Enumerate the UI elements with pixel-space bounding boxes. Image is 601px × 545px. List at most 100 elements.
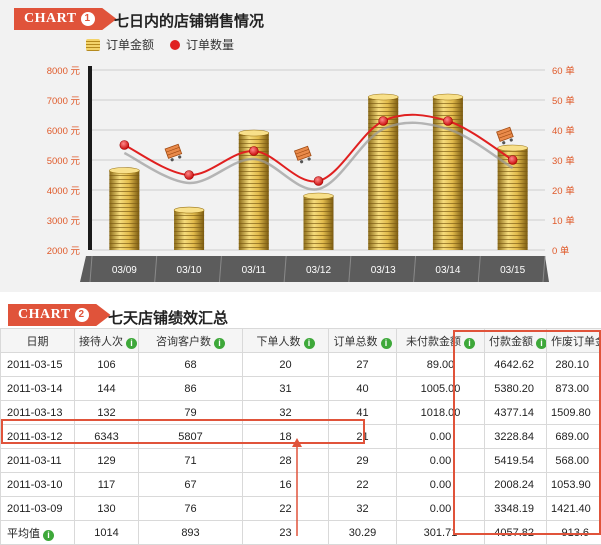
table-cell: 132 [75,401,139,425]
table-cell: 1053.90 [547,473,601,497]
performance-table: 日期接待人次i咨询客户数i下单人数i订单总数i未付款金额i付款金额i作废订单金额… [0,328,601,545]
performance-table-wrap: 日期接待人次i咨询客户数i下单人数i订单总数i未付款金额i付款金额i作废订单金额… [0,328,601,545]
info-icon[interactable]: i [304,338,315,349]
table-cell: 5807 [139,425,243,449]
cart-icon [295,146,313,164]
count-point [185,171,194,180]
table-cell: 6343 [75,425,139,449]
table-cell: 0.00 [397,473,485,497]
bar-coin-top [433,94,463,100]
table-cell: 16 [243,473,329,497]
y-left-tick-label: 2000 元 [47,246,81,257]
table-cell: 68 [139,353,243,377]
info-icon[interactable]: i [381,338,392,349]
table-cell: 130 [75,497,139,521]
x-tick-label: 03/11 [242,265,267,276]
table-cell: 913.6 [547,521,601,545]
y-left-axis [88,66,92,250]
table-cell: 3348.19 [485,497,547,521]
x-tick-label: 03/09 [112,265,137,276]
table-cell: 0.00 [397,449,485,473]
table-cell: 2011-03-09 [1,497,75,521]
column-header-label: 咨询客户数 [156,336,211,348]
column-header: 日期 [1,329,75,353]
table-cell: 23 [243,521,329,545]
cart-wheel [502,141,506,145]
table-header-row: 日期接待人次i咨询客户数i下单人数i订单总数i未付款金额i付款金额i作废订单金额… [1,329,601,353]
info-icon[interactable]: i [43,530,54,541]
table-cell: 22 [243,497,329,521]
table-cell: 71 [139,449,243,473]
count-point [443,117,452,126]
table-cell: 32 [243,401,329,425]
column-header-label: 付款金额 [489,336,533,348]
table-cell: 144 [75,377,139,401]
x-tick-label: 03/14 [435,265,460,276]
cart-wheel [170,158,174,162]
table-cell: 3228.84 [485,425,547,449]
x-tick-label: 03/13 [371,265,396,276]
table-cell: 2011-03-12 [1,425,75,449]
table-cell: 40 [329,377,397,401]
table-cell: 32 [329,497,397,521]
table-cell: 67 [139,473,243,497]
table-cell: 76 [139,497,243,521]
table-cell: 5419.54 [485,449,547,473]
y-right-tick-label: 10 单 [552,215,575,227]
bar-coin-ridges [109,171,139,251]
chart2-title: 七天店铺绩效汇总 [108,307,228,328]
y-left-tick-label: 7000 元 [47,96,81,107]
table-cell: 4377.14 [485,401,547,425]
count-point [314,177,323,186]
x-tick-label: 03/12 [306,265,331,276]
bar-coin-top [498,145,528,151]
y-right-tick-label: 0 单 [552,245,570,257]
table-cell: 1509.80 [547,401,601,425]
table-cell: 89.00 [397,353,485,377]
x-tick-label: 03/10 [177,265,202,276]
y-left-tick-label: 3000 元 [47,216,81,227]
table-cell: 1014 [75,521,139,545]
table-cell: 18 [243,425,329,449]
info-icon[interactable]: i [126,338,137,349]
table-cell: 106 [75,353,139,377]
cart-wheel [178,155,182,159]
table-cell: 893 [139,521,243,545]
y-left-tick-label: 6000 元 [47,126,81,137]
table-cell: 79 [139,401,243,425]
table-cell: 280.10 [547,353,601,377]
bar-coin-ridges [304,196,334,250]
table-cell: 129 [75,449,139,473]
y-right-tick-label: 20 单 [552,185,575,197]
info-icon[interactable]: i [536,338,547,349]
info-icon[interactable]: i [214,338,225,349]
count-point [120,141,129,150]
x-tick-label: 03/15 [500,265,525,276]
y-right-tick-label: 50 单 [552,95,575,107]
y-right-tick-label: 30 单 [552,155,575,167]
table-cell: 28 [243,449,329,473]
table-cell: 0.00 [397,425,485,449]
y-left-tick-label: 5000 元 [47,156,81,167]
column-header-label: 下单人数 [257,336,301,348]
table-cell: 27 [329,353,397,377]
count-point [249,147,258,156]
table-cell: 1018.00 [397,401,485,425]
chart2-tag-number: 2 [75,308,89,322]
column-header: 作废订单金额i [547,329,601,353]
table-cell: 873.00 [547,377,601,401]
y-left-tick-label: 4000 元 [47,186,81,197]
column-header-label: 订单总数 [334,336,378,348]
table-cell: 2011-03-13 [1,401,75,425]
info-icon[interactable]: i [464,338,475,349]
bar-coin-top [304,193,334,199]
